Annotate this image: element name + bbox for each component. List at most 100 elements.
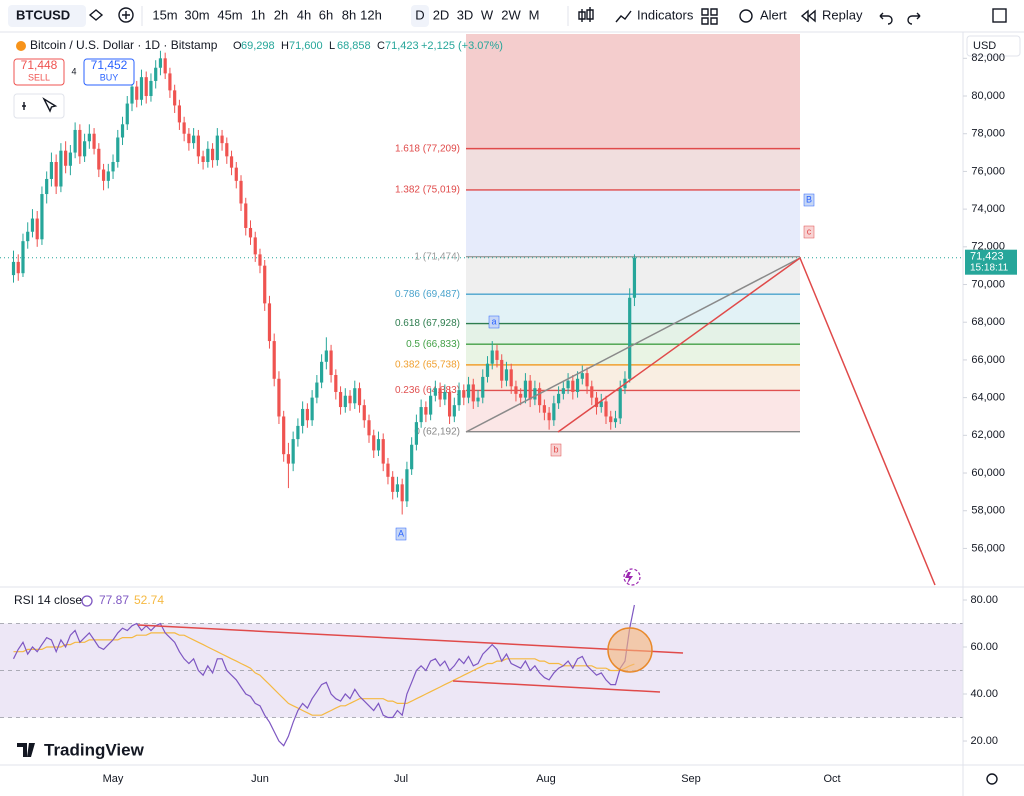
- rsi-trend-line[interactable]: [137, 624, 684, 654]
- fullscreen-icon[interactable]: [992, 8, 1007, 23]
- replay-icon[interactable]: [800, 9, 816, 23]
- timeframe[interactable]: M: [529, 7, 540, 22]
- wave-point-box[interactable]: [803, 193, 815, 207]
- candle-body: [154, 67, 158, 81]
- chart-type-icon[interactable]: [578, 7, 594, 22]
- toolbar-button[interactable]: Alert: [760, 7, 787, 22]
- settings-icon[interactable]: [986, 773, 998, 785]
- highlight-circle[interactable]: [607, 627, 653, 673]
- candle-body: [575, 378, 580, 392]
- timeframe[interactable]: 4h: [297, 7, 311, 22]
- wave-point[interactable]: A: [398, 528, 404, 538]
- wave-point-box[interactable]: [550, 443, 562, 457]
- undo-icon[interactable]: [879, 12, 893, 25]
- candle-body: [248, 227, 253, 238]
- wave-point-box[interactable]: [803, 225, 815, 239]
- candle-body: [457, 390, 461, 406]
- symbol[interactable]: BTCUSD: [16, 7, 70, 22]
- candle-body: [30, 218, 35, 232]
- watch-icon[interactable]: [88, 9, 104, 21]
- buy-label[interactable]: BUY: [100, 72, 119, 82]
- projection-line[interactable]: [557, 256, 936, 586]
- redo-icon[interactable]: [907, 12, 921, 25]
- candle-body: [538, 388, 542, 406]
- timeframe[interactable]: 12h: [360, 7, 382, 22]
- wave-point[interactable]: a: [491, 316, 496, 326]
- timeframe[interactable]: W: [481, 7, 494, 22]
- buy-button[interactable]: [83, 58, 135, 86]
- event-icon[interactable]: [625, 572, 633, 584]
- brand-logo: [17, 743, 35, 757]
- candle-body: [111, 161, 115, 172]
- toolbar-button[interactable]: Indicators: [637, 7, 694, 22]
- buy-price[interactable]: 71,452: [91, 58, 128, 72]
- candle-body: [234, 167, 238, 181]
- candle-body: [500, 359, 504, 381]
- rsi-trend-line[interactable]: [452, 680, 661, 693]
- drawing-tools[interactable]: [13, 93, 65, 119]
- timeframe[interactable]: 8h: [342, 7, 356, 22]
- price-tick-label: 64,000: [971, 392, 1005, 404]
- sell-price[interactable]: 71,448: [21, 58, 58, 72]
- wave-point[interactable]: c: [807, 226, 812, 236]
- wave-point-box[interactable]: [488, 315, 500, 329]
- indicators-icon[interactable]: [615, 10, 632, 23]
- timeframe[interactable]: 1h: [251, 7, 265, 22]
- ohlc-value: 69,298: [241, 40, 275, 52]
- active-timeframe[interactable]: [411, 5, 429, 27]
- candle-body: [343, 395, 347, 408]
- cursor-icon[interactable]: [22, 97, 58, 113]
- candle-body: [192, 135, 196, 144]
- countdown: 15:18:11: [970, 262, 1009, 273]
- sell-button[interactable]: [13, 58, 65, 86]
- candle-body: [210, 148, 215, 161]
- wave-point[interactable]: B: [806, 194, 812, 204]
- timeframe[interactable]: 3D: [457, 7, 474, 22]
- candle-body: [466, 384, 471, 398]
- candle-body: [59, 150, 63, 187]
- layout-icon[interactable]: [701, 8, 718, 25]
- timeframe[interactable]: 15m: [152, 7, 177, 22]
- time-label: Oct: [823, 773, 840, 785]
- wave-point-box[interactable]: [395, 527, 407, 541]
- timeframe[interactable]: 2W: [501, 7, 521, 22]
- alert-icon[interactable]: [739, 9, 753, 23]
- wave-point[interactable]: b: [553, 444, 558, 454]
- timeframe[interactable]: 2D: [433, 7, 450, 22]
- candle-body: [452, 405, 456, 417]
- fib-label: 0.618 (67,928): [395, 318, 460, 329]
- toolbar-button[interactable]: Replay: [822, 7, 863, 22]
- timeframe[interactable]: 6h: [319, 7, 333, 22]
- fib-zone: [466, 294, 800, 324]
- trend-line[interactable]: [465, 257, 801, 433]
- fib-label: 0 (62,192): [414, 426, 460, 437]
- candle-body: [215, 135, 219, 161]
- candle-body: [471, 384, 475, 402]
- ohlc-key: O: [233, 40, 242, 52]
- price-tick-label: 58,000: [971, 505, 1005, 517]
- ohlc-value: 68,858: [337, 40, 371, 52]
- candle-body: [244, 203, 248, 228]
- timeframe[interactable]: 45m: [217, 7, 242, 22]
- timeframe[interactable]: D: [415, 7, 424, 22]
- currency-box[interactable]: [966, 35, 1021, 57]
- candle-body: [542, 405, 546, 413]
- timeframe[interactable]: 2h: [274, 7, 288, 22]
- candle-body: [263, 265, 267, 304]
- currency[interactable]: USD: [973, 40, 996, 52]
- rsi-settings-icon[interactable]: [81, 595, 93, 607]
- candle-body: [286, 454, 291, 464]
- time-label: May: [103, 773, 124, 785]
- compare-icon[interactable]: [118, 7, 134, 23]
- spread: 4: [71, 66, 76, 76]
- candle-body: [571, 380, 575, 392]
- candle-body: [609, 416, 613, 423]
- price-tick-label: 78,000: [971, 128, 1005, 140]
- timeframe[interactable]: 30m: [184, 7, 209, 22]
- sell-label[interactable]: SELL: [28, 72, 50, 82]
- symbol-box[interactable]: [8, 5, 86, 27]
- time-label: Jun: [251, 773, 269, 785]
- candle-body: [447, 391, 452, 417]
